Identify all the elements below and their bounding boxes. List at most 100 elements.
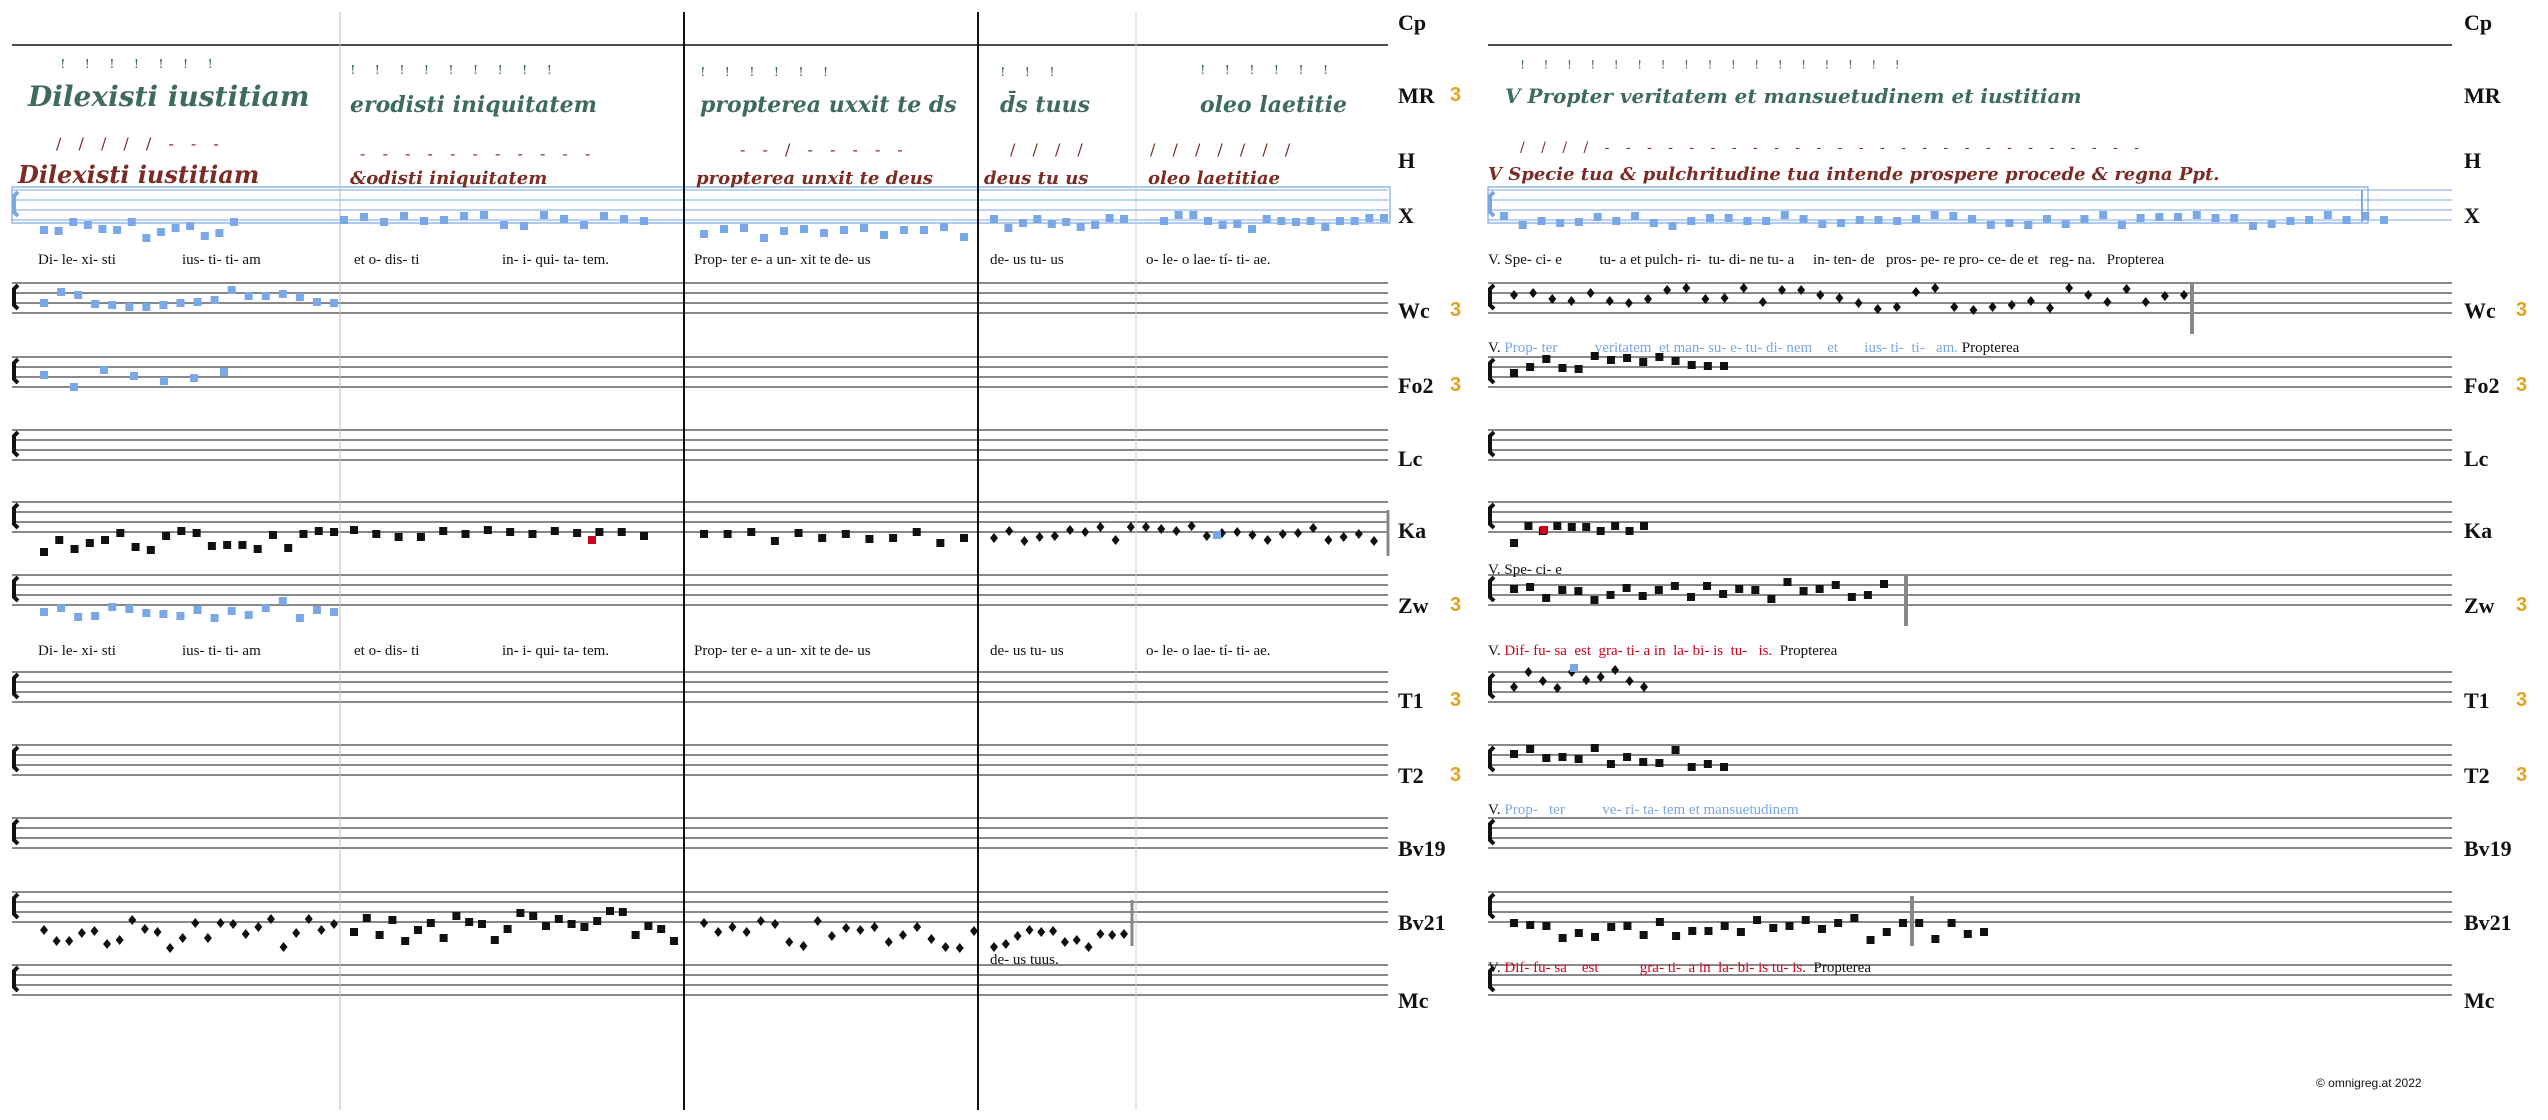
- neume-note: [171, 224, 180, 232]
- neume-note: [573, 529, 582, 537]
- neume-note: [1558, 934, 1567, 942]
- badge-t2: 3: [1450, 764, 1462, 786]
- zw-lyric-1: Di- le- xi- sti: [38, 643, 116, 659]
- neume-note: [1120, 215, 1128, 223]
- neume-note: [220, 368, 228, 376]
- neume-note: [490, 936, 499, 944]
- neume-note: [91, 612, 100, 620]
- neume-note: [1248, 530, 1257, 540]
- neume-note: [2211, 214, 2220, 222]
- neume-note: [178, 933, 187, 943]
- neume-note: [913, 922, 922, 932]
- neume-note: [1096, 929, 1105, 939]
- right-t1-red: Dif- fu- sa est gra- ti- a in la- bi- is…: [1504, 643, 1773, 659]
- neume-note: [700, 530, 708, 538]
- neume-note: [1687, 361, 1696, 369]
- zw-lyric-2: ius- ti- ti- am: [182, 643, 261, 659]
- neume-note: [1049, 926, 1058, 936]
- neume-note: [1510, 539, 1518, 547]
- neume-note: [2136, 214, 2145, 222]
- neume-note: [261, 292, 270, 300]
- neume-note: [990, 942, 998, 952]
- neume-note: [1126, 522, 1135, 532]
- neume-note: [2042, 215, 2051, 223]
- neume-note: [125, 303, 134, 311]
- neume-note: [83, 221, 92, 229]
- neume-note: [1096, 522, 1105, 532]
- neume-note: [1553, 522, 1562, 530]
- neume-note: [1623, 753, 1632, 761]
- neume-note: [1005, 526, 1014, 536]
- neume-note: [1590, 596, 1599, 604]
- neume-note: [1510, 369, 1518, 377]
- neume-note: [842, 923, 851, 933]
- h-text-1: Dilexisti iustitiam: [18, 160, 260, 189]
- neume-note: [1607, 923, 1616, 931]
- sigla-zw: Zw: [2464, 593, 2495, 618]
- neume-note: [1526, 921, 1535, 929]
- neume-note: [159, 301, 168, 309]
- neume-note: [1060, 937, 1069, 947]
- neume-note: [1801, 916, 1810, 924]
- neume-note: [131, 543, 140, 551]
- neume-note: [567, 920, 576, 928]
- neume-note: [2084, 290, 2093, 300]
- neume-note: [1380, 214, 1388, 222]
- badge-mr: 3: [1450, 84, 1462, 106]
- neume-note: [1854, 298, 1863, 308]
- neume-note: [1751, 586, 1760, 594]
- neume-note: [2192, 211, 2201, 219]
- neume-note: [1142, 522, 1150, 532]
- h-neumes-4: / / / /: [1010, 140, 1089, 159]
- clef-mark: [12, 502, 20, 530]
- neume-note: [2099, 211, 2108, 219]
- neume-note: [1703, 760, 1712, 768]
- neume-note: [74, 291, 83, 299]
- neume-note: [500, 221, 508, 229]
- h-text-3: propterea unxit te deus: [696, 168, 933, 189]
- neume-note: [1625, 676, 1634, 686]
- badge-t2: 3: [2516, 764, 2528, 786]
- neume-note: [1687, 217, 1696, 225]
- neume-note: [40, 226, 48, 234]
- neume-note: [420, 217, 428, 225]
- sigla-mr: MR: [2464, 83, 2501, 108]
- neume-note: [2122, 284, 2131, 294]
- neume-note: [2080, 215, 2089, 223]
- right-h-neumes: / / / / - - - - - - - - - - - - - - - - …: [1520, 140, 2145, 156]
- neume-note: [186, 222, 195, 230]
- neume-note: [1510, 585, 1518, 593]
- neume-note: [2248, 222, 2257, 230]
- neume-note: [1783, 578, 1792, 586]
- neume-note: [2155, 213, 2164, 221]
- neume-note-blue: [1570, 664, 1578, 672]
- neume-note: [394, 533, 403, 541]
- neume-note: [1542, 355, 1551, 363]
- neume-note: [330, 299, 338, 307]
- neume-note: [142, 609, 151, 617]
- neume-note: [700, 918, 708, 928]
- neume-note: [1931, 283, 1940, 293]
- neume-note: [2286, 217, 2295, 225]
- neume-note: [1062, 218, 1071, 226]
- neume-note: [2174, 213, 2183, 221]
- neume-note: [1949, 212, 1958, 220]
- neume-note: [69, 218, 78, 226]
- neume-note: [1556, 219, 1565, 227]
- badge-zw: 3: [2516, 594, 2528, 616]
- neume-note: [261, 604, 270, 612]
- right-mc-lyric: V. Dif- fu- sa est gra- ti- a in la- bi-…: [1488, 960, 1871, 977]
- neume-note: [460, 212, 468, 220]
- x-lyric-3: et o- dis- ti: [354, 252, 420, 268]
- neume-note: [542, 922, 550, 930]
- neume-note: [241, 929, 250, 939]
- neume-note: [85, 539, 94, 547]
- sigla-fo2: Fo2: [1398, 373, 1434, 398]
- mr-text-5: oleo laetitie: [1200, 92, 1348, 118]
- sigla-mc: Mc: [2464, 988, 2495, 1013]
- neume-note: [620, 215, 628, 223]
- sigla-t2: T2: [2464, 763, 2490, 788]
- clef-mark: [1488, 283, 1496, 311]
- zw-lyric-6: de- us tu- us: [990, 643, 1064, 659]
- sigla-mr: MR: [1398, 83, 1435, 108]
